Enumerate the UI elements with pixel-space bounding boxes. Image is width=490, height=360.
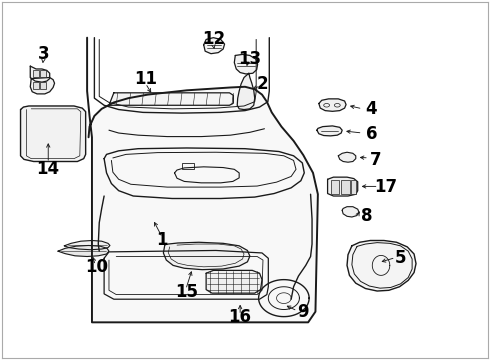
Polygon shape [87,38,318,322]
Polygon shape [30,77,54,94]
Text: 3: 3 [38,45,49,63]
Polygon shape [342,207,359,217]
Text: 6: 6 [366,125,377,143]
Polygon shape [21,106,86,162]
Text: 12: 12 [202,31,225,49]
Polygon shape [338,152,356,162]
Polygon shape [237,73,255,109]
Text: 1: 1 [157,231,168,249]
Polygon shape [163,242,250,270]
Polygon shape [234,54,258,74]
Polygon shape [64,240,110,250]
Polygon shape [109,93,233,105]
Bar [351,180,356,194]
Polygon shape [328,177,358,196]
Polygon shape [30,66,49,82]
Polygon shape [317,126,342,136]
Text: 10: 10 [85,258,108,276]
Text: 5: 5 [395,249,406,267]
Bar [341,180,350,194]
Bar [33,82,39,89]
Bar [40,71,46,77]
Polygon shape [347,240,416,291]
Text: 13: 13 [238,50,262,68]
Text: 4: 4 [366,100,377,118]
Text: 11: 11 [134,69,157,87]
Text: 16: 16 [229,308,252,326]
Bar [182,163,194,169]
Text: 7: 7 [370,152,382,170]
Text: 9: 9 [297,303,309,321]
Polygon shape [319,99,346,111]
Text: 14: 14 [37,160,60,178]
Polygon shape [206,270,262,293]
Text: 17: 17 [374,178,397,196]
Bar [331,180,339,194]
Text: 8: 8 [361,207,372,225]
Polygon shape [204,38,224,54]
Text: 15: 15 [175,283,198,301]
Bar [40,82,46,89]
Text: 2: 2 [256,75,268,93]
Bar [33,71,39,77]
Polygon shape [58,246,109,257]
